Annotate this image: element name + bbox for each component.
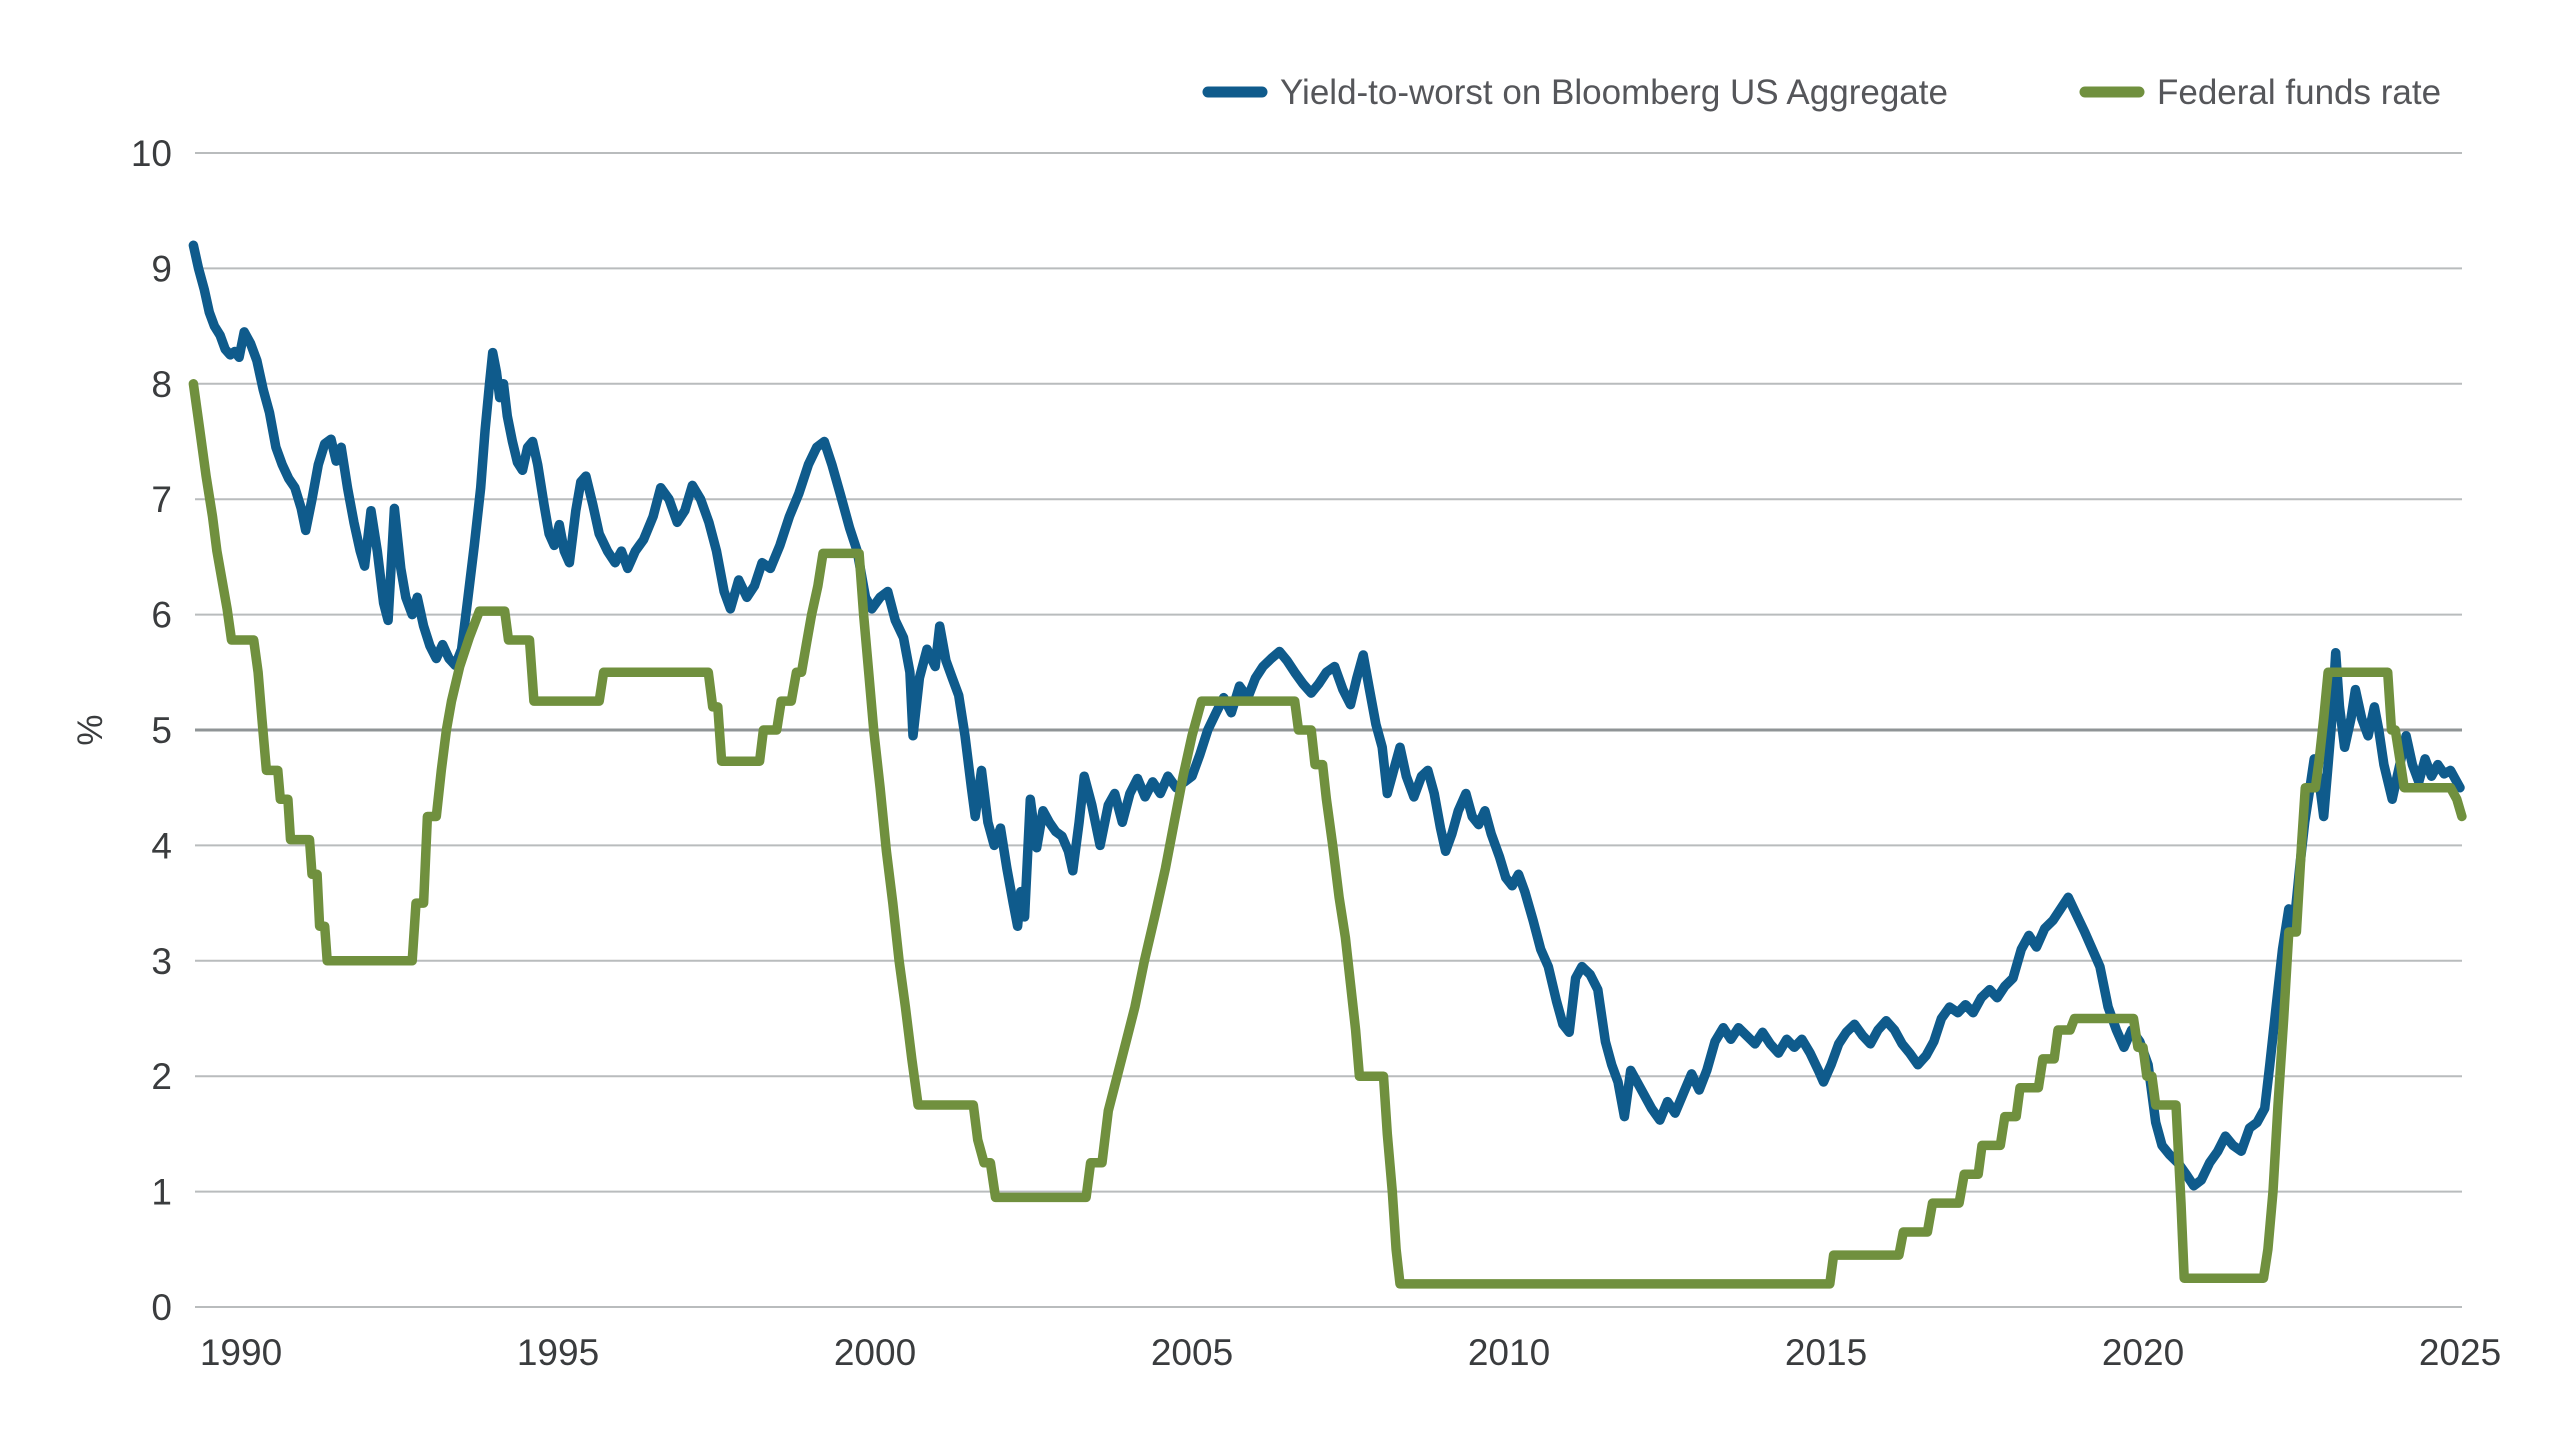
y-tick-label-4: 4 bbox=[151, 825, 172, 866]
y-tick-label-8: 8 bbox=[151, 364, 172, 405]
y-tick-label-10: 10 bbox=[131, 133, 172, 174]
x-tick-label-2010: 2010 bbox=[1468, 1332, 1550, 1373]
x-tick-label-2015: 2015 bbox=[1785, 1332, 1867, 1373]
series-lines bbox=[188, 240, 2467, 1289]
y-tick-label-2: 2 bbox=[151, 1056, 172, 1097]
x-tick-label-1990: 1990 bbox=[200, 1332, 282, 1373]
legend-label-yield-to-worst: Yield-to-worst on Bloomberg US Aggregate bbox=[1280, 73, 1948, 112]
y-tick-label-7: 7 bbox=[151, 479, 172, 520]
x-axis-tick-labels: 1990 1995 2000 2005 2010 2015 2020 2025 bbox=[200, 1332, 2501, 1373]
y-tick-label-9: 9 bbox=[151, 248, 172, 289]
y-tick-label-6: 6 bbox=[151, 595, 172, 636]
legend-item-federal-funds-rate: Federal funds rate bbox=[2079, 73, 2441, 112]
legend-label-federal-funds-rate: Federal funds rate bbox=[2157, 73, 2441, 112]
y-tick-label-0: 0 bbox=[151, 1287, 172, 1328]
series-line-federal-funds-rate bbox=[188, 379, 2467, 1289]
x-tick-label-2020: 2020 bbox=[2102, 1332, 2184, 1373]
x-tick-label-1995: 1995 bbox=[517, 1332, 599, 1373]
x-tick-label-2005: 2005 bbox=[1151, 1332, 1233, 1373]
y-axis-title: % bbox=[71, 714, 110, 745]
x-tick-label-2000: 2000 bbox=[834, 1332, 916, 1373]
x-tick-label-2025: 2025 bbox=[2419, 1332, 2501, 1373]
legend-item-yield-to-worst: Yield-to-worst on Bloomberg US Aggregate bbox=[1202, 73, 1948, 112]
y-tick-label-3: 3 bbox=[151, 941, 172, 982]
y-tick-label-5: 5 bbox=[151, 710, 172, 751]
y-tick-label-1: 1 bbox=[151, 1172, 172, 1213]
y-axis-tick-labels: 0 1 2 3 4 5 6 7 8 9 10 bbox=[131, 133, 172, 1328]
legend: Yield-to-worst on Bloomberg US Aggregate… bbox=[1202, 73, 2441, 112]
series-line-yield-to-worst bbox=[188, 240, 2465, 1191]
